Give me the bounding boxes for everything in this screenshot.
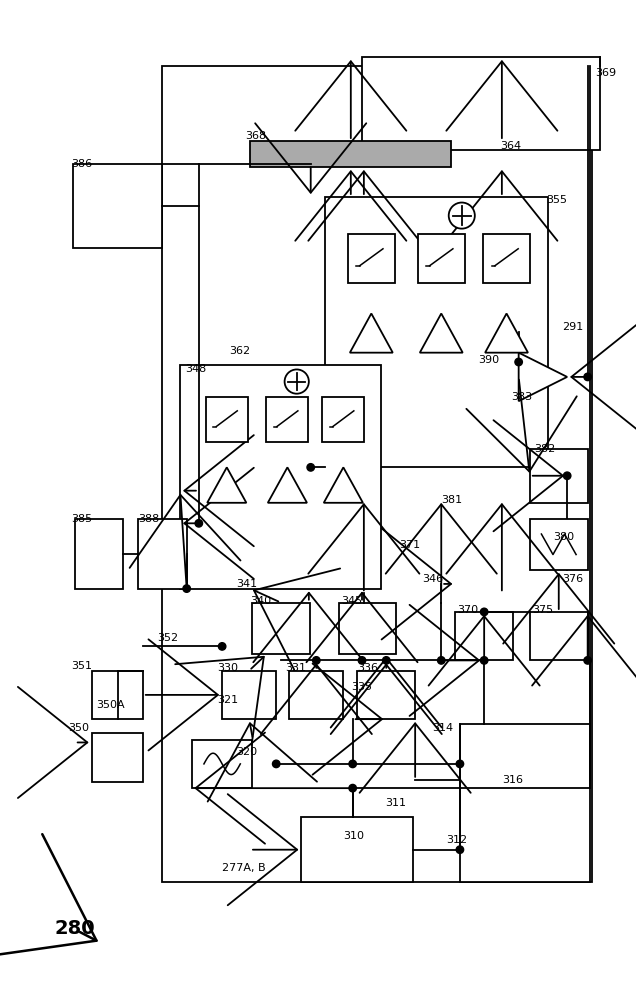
Bar bbox=[325, 197, 548, 467]
Circle shape bbox=[307, 464, 314, 471]
Text: 376: 376 bbox=[562, 574, 584, 584]
Circle shape bbox=[515, 358, 522, 366]
Polygon shape bbox=[518, 353, 567, 401]
Bar bbox=[530, 519, 588, 570]
Circle shape bbox=[218, 643, 226, 650]
Polygon shape bbox=[207, 467, 246, 503]
Text: 336: 336 bbox=[357, 663, 378, 673]
Bar bbox=[206, 397, 248, 442]
Bar bbox=[483, 234, 530, 283]
Text: 355: 355 bbox=[546, 195, 568, 205]
Text: 331: 331 bbox=[286, 663, 307, 673]
Text: 340: 340 bbox=[250, 596, 271, 606]
Text: 390: 390 bbox=[478, 355, 500, 365]
Bar bbox=[252, 603, 310, 654]
Bar bbox=[460, 724, 590, 882]
Bar bbox=[250, 141, 450, 167]
Text: 321: 321 bbox=[218, 695, 238, 705]
Text: 346: 346 bbox=[422, 574, 444, 584]
Circle shape bbox=[563, 472, 571, 479]
Text: 312: 312 bbox=[446, 835, 467, 845]
Text: 382: 382 bbox=[534, 444, 556, 454]
Text: 291: 291 bbox=[562, 322, 584, 332]
Text: 351: 351 bbox=[71, 661, 92, 671]
Bar bbox=[301, 817, 413, 882]
Polygon shape bbox=[485, 313, 528, 353]
Text: 341: 341 bbox=[236, 579, 257, 589]
Text: 368: 368 bbox=[245, 131, 266, 141]
Circle shape bbox=[480, 657, 488, 664]
Text: 314: 314 bbox=[432, 723, 453, 733]
Text: 348: 348 bbox=[185, 364, 206, 374]
Bar bbox=[357, 671, 415, 719]
Text: 371: 371 bbox=[399, 540, 420, 550]
Circle shape bbox=[349, 784, 356, 792]
Text: 362: 362 bbox=[230, 346, 251, 356]
Text: 380: 380 bbox=[553, 532, 574, 542]
Text: 350: 350 bbox=[68, 723, 89, 733]
Text: 330: 330 bbox=[218, 663, 238, 673]
Text: 352: 352 bbox=[157, 633, 178, 643]
Text: 277A, B: 277A, B bbox=[222, 863, 266, 873]
Circle shape bbox=[382, 657, 390, 664]
Bar bbox=[222, 671, 276, 719]
Bar bbox=[75, 519, 123, 589]
Text: 280: 280 bbox=[54, 919, 95, 938]
Bar bbox=[138, 519, 187, 589]
Bar bbox=[92, 733, 143, 782]
Text: 369: 369 bbox=[595, 68, 616, 78]
Text: 350A: 350A bbox=[96, 700, 125, 710]
Circle shape bbox=[284, 369, 309, 394]
Text: 381: 381 bbox=[441, 495, 462, 505]
Bar bbox=[180, 365, 381, 589]
Text: 316: 316 bbox=[502, 775, 523, 785]
Circle shape bbox=[195, 520, 202, 527]
Bar bbox=[322, 397, 364, 442]
Bar bbox=[530, 612, 588, 660]
Text: 364: 364 bbox=[500, 141, 521, 151]
Text: 375: 375 bbox=[532, 605, 553, 615]
Bar bbox=[455, 612, 513, 660]
Bar bbox=[92, 671, 143, 719]
Bar bbox=[162, 66, 592, 882]
Polygon shape bbox=[420, 313, 463, 353]
Circle shape bbox=[584, 373, 591, 381]
Text: 383: 383 bbox=[511, 392, 532, 402]
Bar bbox=[418, 234, 464, 283]
Polygon shape bbox=[268, 467, 307, 503]
Text: 388: 388 bbox=[138, 514, 160, 524]
Circle shape bbox=[312, 657, 320, 664]
Circle shape bbox=[438, 657, 445, 664]
Text: 345: 345 bbox=[342, 596, 363, 606]
Circle shape bbox=[183, 585, 190, 592]
Circle shape bbox=[456, 760, 464, 768]
Polygon shape bbox=[324, 467, 363, 503]
Text: 311: 311 bbox=[385, 798, 406, 808]
Bar bbox=[348, 234, 394, 283]
Circle shape bbox=[584, 657, 591, 664]
Circle shape bbox=[358, 657, 366, 664]
Polygon shape bbox=[350, 313, 393, 353]
Bar bbox=[289, 671, 343, 719]
Text: 385: 385 bbox=[71, 514, 92, 524]
Circle shape bbox=[272, 760, 280, 768]
Text: 386: 386 bbox=[71, 159, 92, 169]
Bar bbox=[192, 740, 252, 788]
Text: 310: 310 bbox=[343, 831, 364, 841]
Circle shape bbox=[349, 760, 356, 768]
Bar bbox=[266, 397, 308, 442]
Bar bbox=[73, 164, 162, 248]
Circle shape bbox=[456, 846, 464, 853]
Bar bbox=[339, 603, 396, 654]
Bar bbox=[362, 57, 600, 150]
Bar bbox=[530, 449, 588, 503]
Circle shape bbox=[449, 203, 475, 229]
Text: 370: 370 bbox=[457, 605, 478, 615]
Text: 335: 335 bbox=[351, 682, 372, 692]
Circle shape bbox=[480, 608, 488, 616]
Text: 320: 320 bbox=[236, 747, 257, 757]
